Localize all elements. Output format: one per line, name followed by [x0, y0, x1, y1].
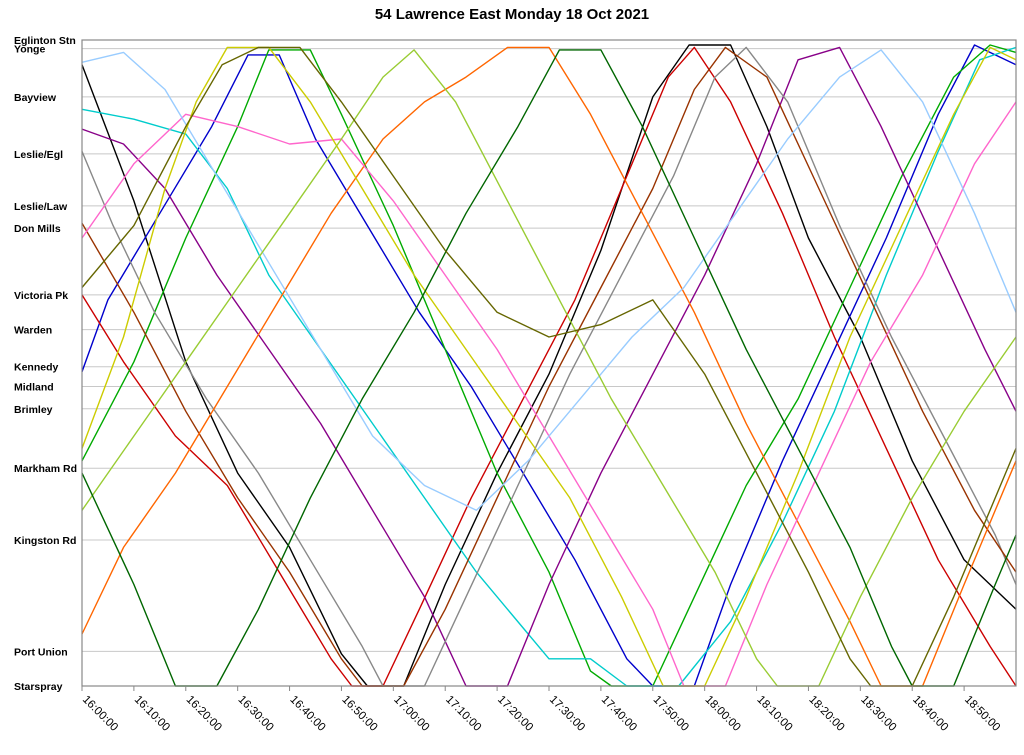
time-tick-label: 16:50:00 [339, 694, 379, 734]
stop-label: Eglinton Stn [14, 35, 76, 47]
time-tick-label: 16:00:00 [80, 694, 120, 734]
time-tick-label: 18:30:00 [858, 694, 898, 734]
time-tick-label: 18:50:00 [962, 694, 1002, 734]
stop-label: Midland [14, 382, 54, 394]
stop-label: Port Union [14, 646, 68, 658]
vehicle-trace-line [81, 46, 1017, 687]
time-tick-label: 16:20:00 [184, 694, 224, 734]
stop-label: Bayview [14, 92, 57, 104]
vehicle-trace-line [81, 46, 1017, 687]
vehicle-trace-line [81, 46, 1017, 687]
vehicle-trace-line [81, 49, 1017, 687]
stop-label: Leslie/Law [14, 201, 68, 213]
chart-title: 54 Lawrence East Monday 18 Oct 2021 [374, 6, 650, 23]
vehicle-trace-line [81, 46, 1017, 687]
time-tick-label: 17:40:00 [599, 694, 639, 734]
time-tick-label: 17:00:00 [391, 694, 431, 734]
time-tick-label: 17:50:00 [651, 694, 691, 734]
vehicle-trace-line [81, 44, 1017, 687]
stop-label: Victoria Pk [14, 290, 68, 302]
stop-label: Kingston Rd [14, 535, 76, 547]
vehicle-trace-line [81, 46, 1017, 687]
stop-label: Yonge [14, 44, 45, 56]
time-tick-label: 18:20:00 [806, 694, 846, 734]
vehicle-trace-line [81, 46, 1017, 687]
vehicle-trace-line [81, 101, 1017, 687]
vehicle-trace-line [81, 49, 1017, 687]
stop-label: Leslie/Egl [14, 149, 63, 161]
vehicle-trace-line [81, 49, 1017, 511]
plot-frame [81, 39, 1017, 691]
stop-label: Kennedy [14, 362, 59, 374]
time-tick-label: 18:40:00 [910, 694, 950, 734]
series-layer [81, 44, 1017, 687]
time-tick-label: 16:10:00 [132, 694, 172, 734]
time-tick-labels: 16:00:00 16:10:00 16:20:00 16:30:00 16:40:00… [80, 694, 1002, 734]
vehicle-trace-line [81, 44, 1017, 687]
stop-label: Starspray [14, 681, 63, 693]
stop-label: Brimley [14, 404, 53, 416]
time-tick-label: 18:00:00 [703, 694, 743, 734]
time-tick-label: 18:10:00 [754, 694, 794, 734]
stop-label: Don Mills [14, 223, 61, 235]
plot-border [81, 39, 1017, 687]
time-tick-label: 17:20:00 [495, 694, 535, 734]
time-tick-label: 17:10:00 [443, 694, 483, 734]
time-tick-label: 16:30:00 [236, 694, 276, 734]
stop-label: Markham Rd [14, 463, 77, 475]
grid-lines [82, 39, 1016, 687]
vehicle-trace-line [81, 44, 1017, 687]
stop-label: Warden [14, 325, 52, 337]
time-tick-label: 17:30:00 [547, 694, 587, 734]
time-tick-label: 16:40:00 [287, 694, 327, 734]
